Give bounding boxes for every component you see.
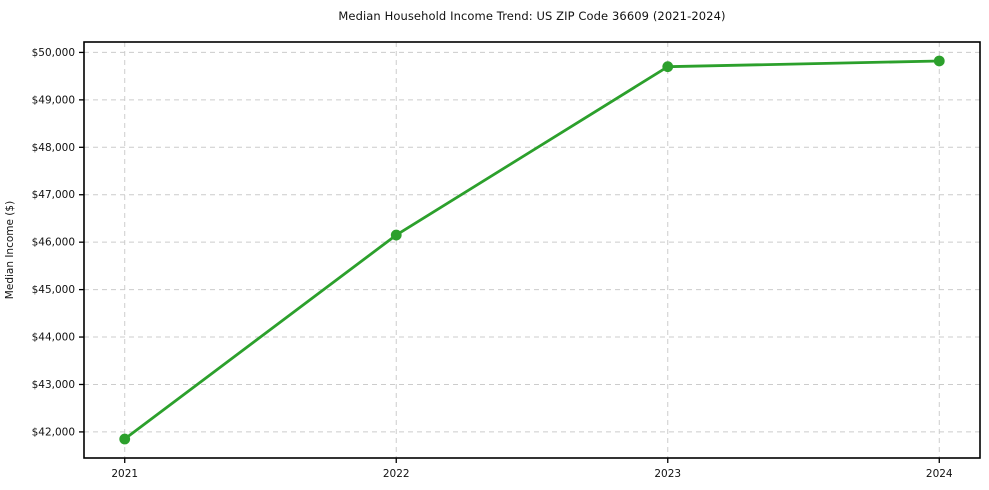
chart-title: Median Household Income Trend: US ZIP Co… <box>338 9 726 23</box>
data-point-marker <box>119 433 131 445</box>
y-tick-label: $47,000 <box>32 189 75 201</box>
y-tick-label: $48,000 <box>32 142 75 154</box>
data-point-marker <box>662 61 674 73</box>
data-point-marker <box>933 55 945 67</box>
y-tick-label: $50,000 <box>32 47 75 59</box>
x-tick-label: 2023 <box>654 468 681 480</box>
y-tick-label: $49,000 <box>32 94 75 106</box>
y-tick-label: $43,000 <box>32 379 75 391</box>
y-tick-label: $42,000 <box>32 426 75 438</box>
y-tick-label: $44,000 <box>32 332 75 344</box>
data-point-marker <box>390 229 402 241</box>
y-tick-label: $46,000 <box>32 237 75 249</box>
y-tick-label: $45,000 <box>32 284 75 296</box>
x-tick-label: 2024 <box>926 468 953 480</box>
plot-border <box>83 41 981 459</box>
y-axis-label: Median Income ($) <box>4 200 16 300</box>
x-tick-label: 2021 <box>111 468 138 480</box>
x-tick-label: 2022 <box>383 468 410 480</box>
trend-line <box>123 59 941 441</box>
